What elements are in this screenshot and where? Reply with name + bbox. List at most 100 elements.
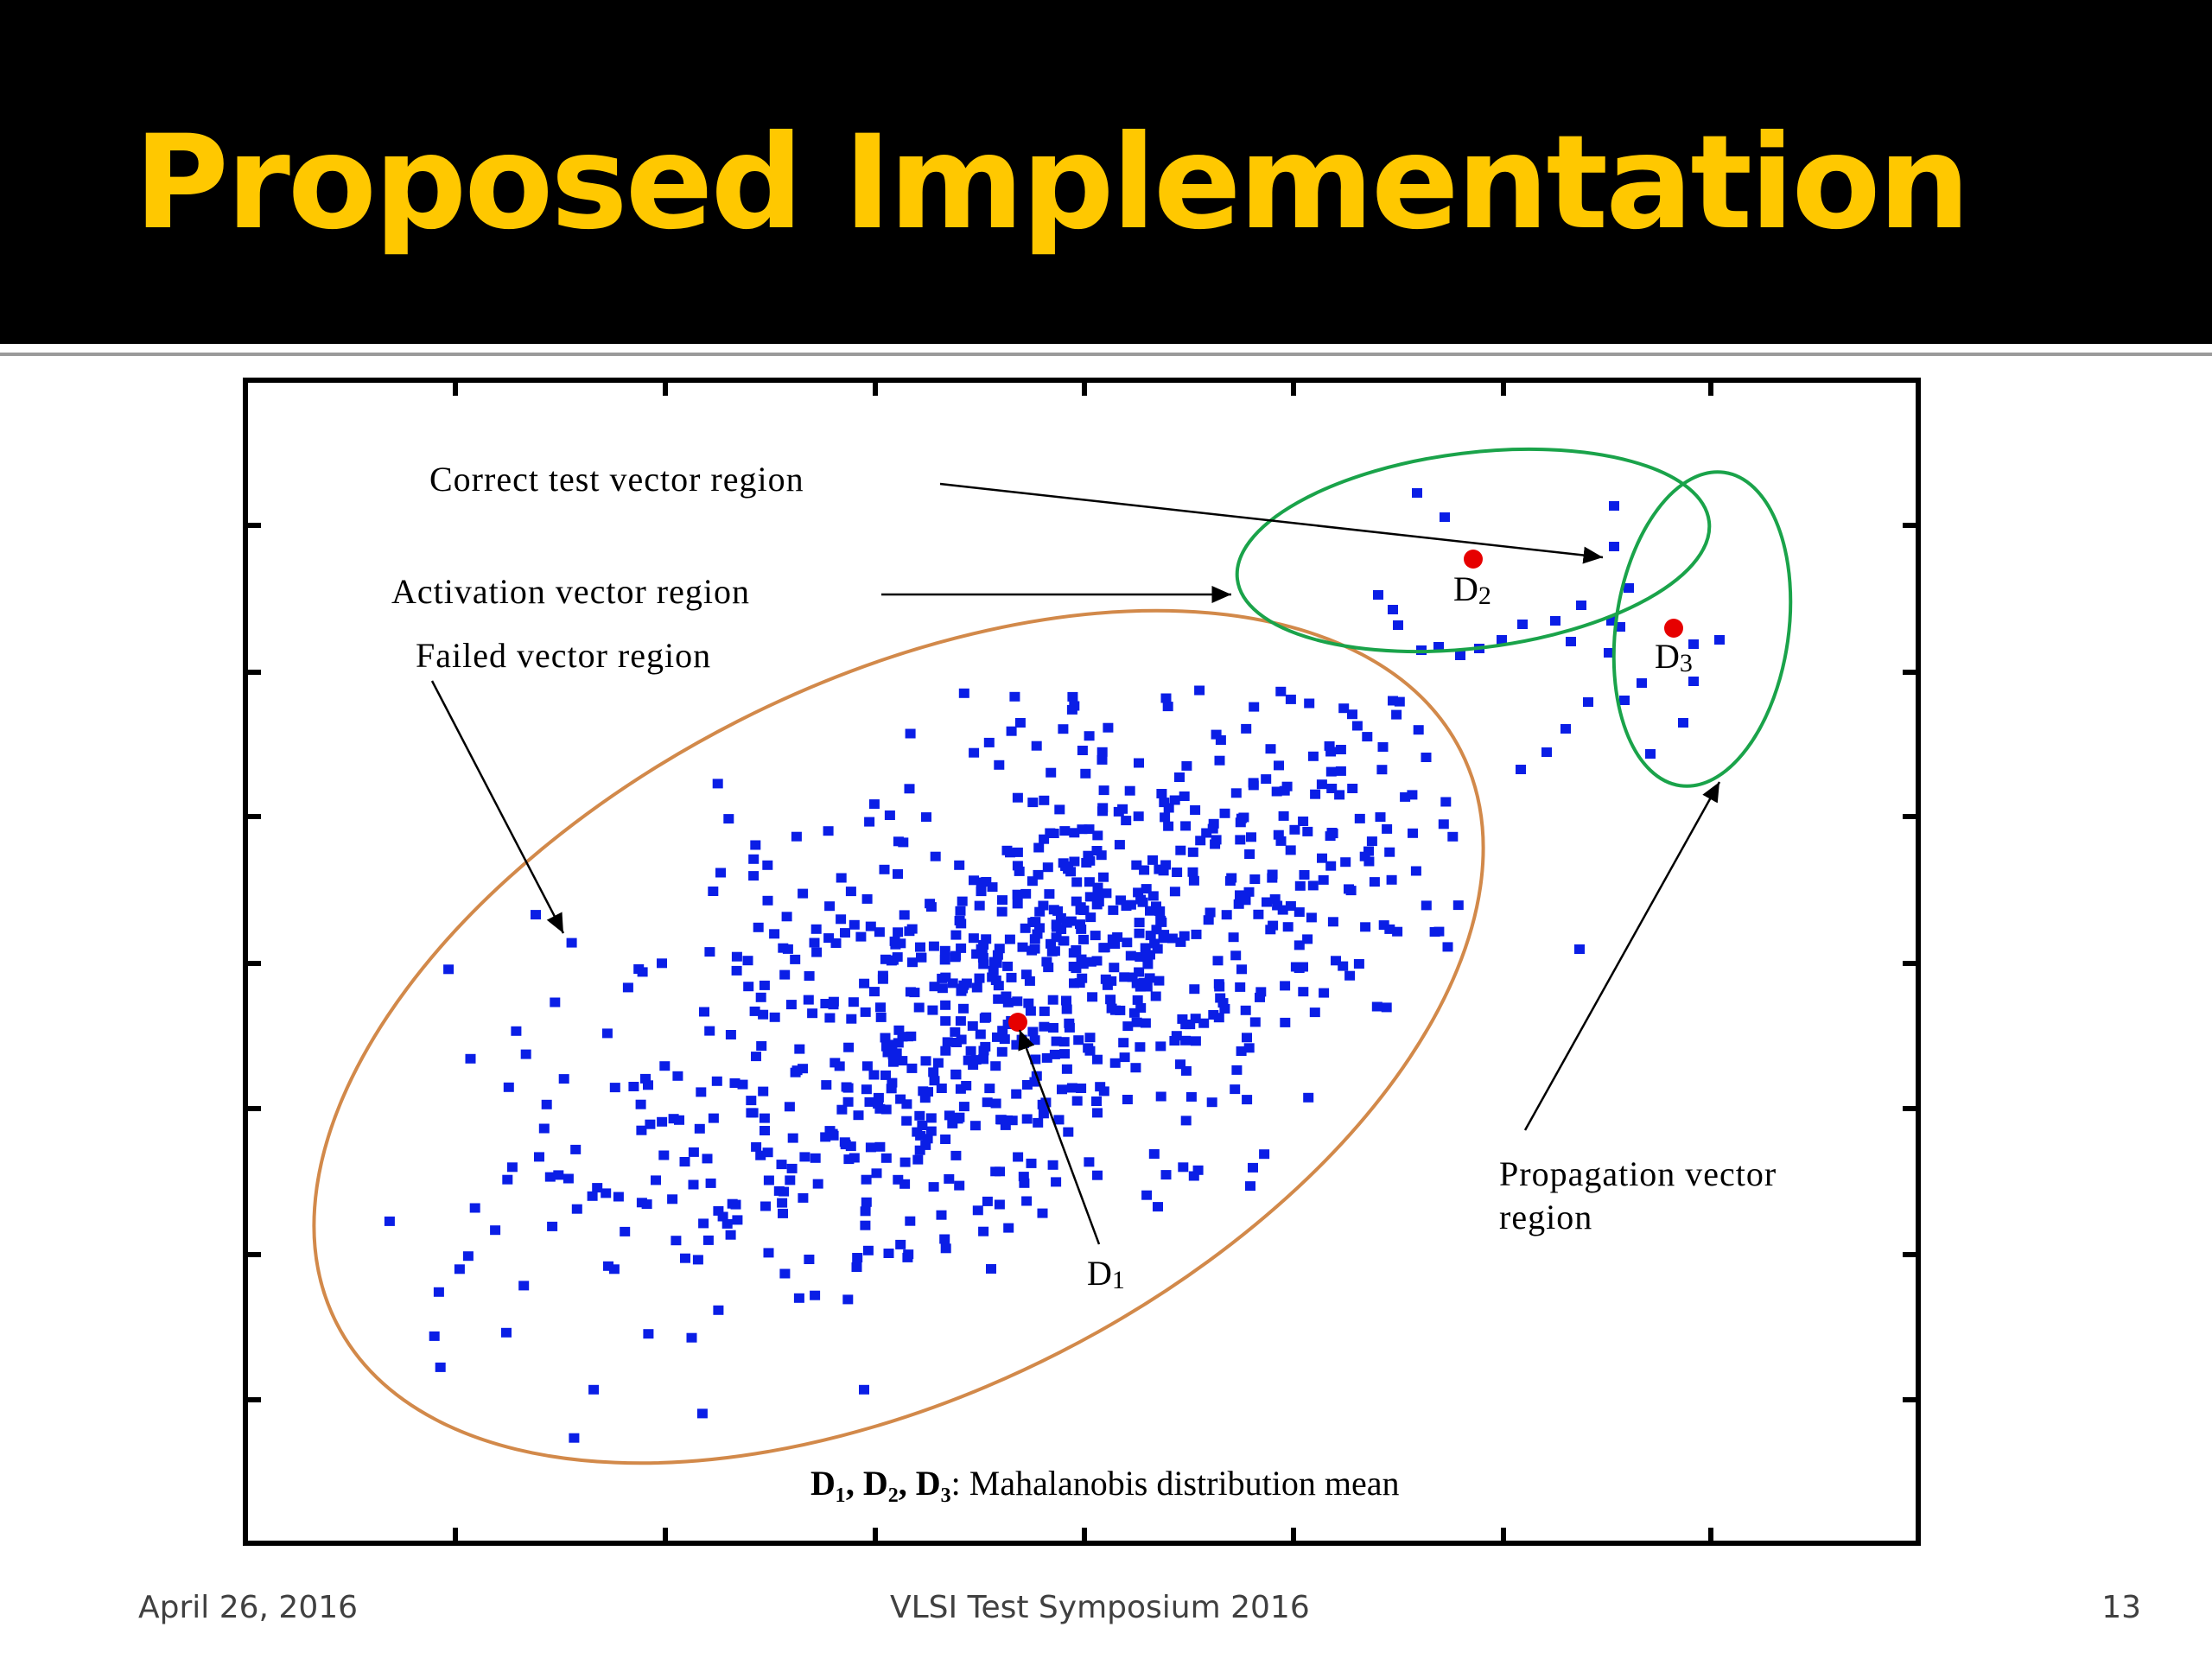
data-point (1169, 887, 1180, 897)
data-point (1347, 709, 1357, 720)
failed-region-label: Failed vector region (416, 636, 711, 675)
data-point (506, 1162, 518, 1173)
data-point (982, 1097, 993, 1108)
data-point (974, 900, 985, 911)
data-point (929, 1076, 940, 1086)
data-point (1190, 1036, 1201, 1046)
data-point (1304, 698, 1315, 709)
data-point (1235, 835, 1246, 845)
data-point (897, 1056, 908, 1066)
data-point (1307, 880, 1319, 891)
data-point (1077, 746, 1088, 755)
data-point (1340, 857, 1351, 868)
data-point (864, 817, 875, 827)
data-point (880, 1070, 891, 1080)
data-point (1135, 1042, 1146, 1052)
data-point (1275, 836, 1287, 846)
data-point (893, 927, 904, 938)
data-point (1271, 786, 1282, 797)
data-point (915, 942, 925, 952)
data-point (747, 1108, 759, 1118)
data-point (887, 1039, 898, 1050)
data-point (1302, 826, 1313, 836)
data-point (1159, 930, 1170, 940)
data-point (1171, 1031, 1182, 1041)
data-point (958, 688, 969, 698)
header-rule-white (0, 344, 2212, 348)
data-point (861, 1061, 873, 1071)
data-point (1002, 997, 1014, 1007)
data-point (997, 895, 1007, 906)
data-point (1085, 912, 1096, 923)
data-point (1326, 784, 1338, 793)
data-point (1162, 702, 1173, 712)
data-point (1002, 961, 1014, 971)
data-point (1133, 811, 1144, 822)
data-point (1154, 864, 1165, 874)
data-point (588, 1384, 600, 1395)
data-point (1230, 788, 1242, 798)
d1-mean-marker (1008, 1013, 1027, 1032)
data-point (674, 1115, 684, 1125)
data-point (1140, 1018, 1151, 1028)
data-point (957, 896, 968, 906)
header-rule-gray (0, 353, 2212, 356)
data-point (804, 1255, 815, 1264)
data-point (873, 1098, 884, 1109)
data-point (748, 871, 760, 881)
data-point (1269, 894, 1281, 904)
data-point (1366, 836, 1377, 847)
data-point (609, 1083, 620, 1093)
data-point (868, 799, 880, 810)
data-point (1103, 722, 1114, 733)
data-point (919, 1093, 931, 1103)
data-point (1021, 1196, 1033, 1206)
data-point (1191, 929, 1202, 939)
data-point (778, 1208, 788, 1218)
data-point (969, 875, 979, 886)
data-point (1134, 967, 1145, 977)
data-point (1061, 995, 1071, 1006)
data-point (1091, 956, 1103, 966)
data-point (861, 1174, 872, 1185)
data-point (810, 1290, 821, 1300)
data-point (1029, 1035, 1040, 1046)
data-point (1388, 696, 1398, 706)
data-point (897, 1032, 908, 1042)
data-point (699, 1007, 709, 1017)
data-point (874, 927, 885, 938)
data-point (1125, 950, 1136, 961)
data-point (889, 936, 900, 946)
data-point (842, 1294, 854, 1305)
data-point (1253, 909, 1264, 919)
data-point (1576, 601, 1586, 610)
data-point (794, 1044, 805, 1054)
data-point (1024, 976, 1035, 986)
data-point (1174, 772, 1185, 782)
data-point (1185, 1091, 1197, 1102)
data-point (541, 1099, 552, 1109)
data-point (914, 1145, 925, 1155)
data-point (942, 1037, 953, 1047)
axis-ticks (245, 380, 1918, 1543)
data-point (986, 1264, 996, 1274)
data-point (812, 1179, 823, 1189)
data-point (1243, 887, 1255, 897)
data-point (1362, 732, 1373, 742)
data-point (1236, 964, 1247, 975)
data-point (1037, 1208, 1048, 1218)
data-point (1071, 877, 1083, 887)
data-point (1211, 729, 1222, 740)
data-point (668, 1114, 679, 1124)
data-point (883, 1249, 894, 1258)
data-point (936, 1084, 947, 1093)
data-point (950, 1150, 962, 1160)
data-point (1242, 1033, 1252, 1043)
data-point (613, 1192, 624, 1202)
data-point (1012, 889, 1023, 899)
data-point (1407, 790, 1418, 800)
data-point (651, 1175, 661, 1185)
data-point (839, 1137, 850, 1147)
data-point (823, 826, 834, 836)
data-point (1033, 842, 1045, 853)
